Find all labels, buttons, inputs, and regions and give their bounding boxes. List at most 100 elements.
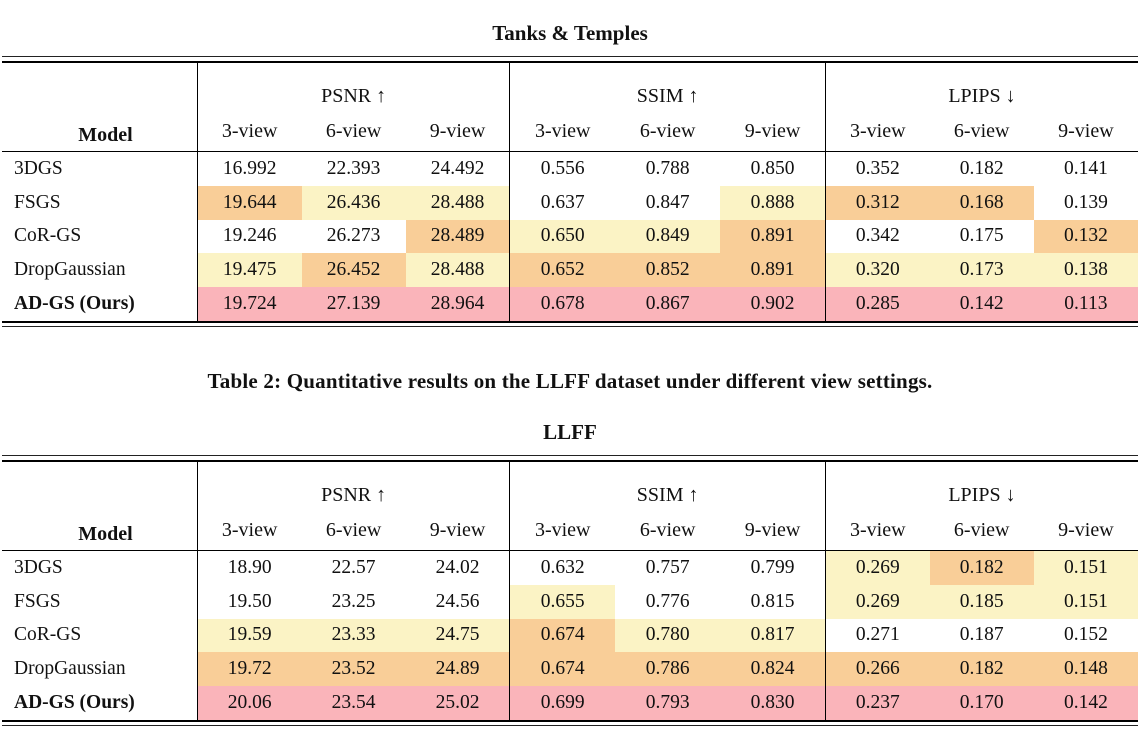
lpips-group-header: LPIPS ↓ (824, 460, 1138, 511)
group-header-row: Model PSNR ↑ SSIM ↑ LPIPS ↓ (2, 62, 1138, 152)
subcol-header: 9-view (720, 510, 826, 551)
table-2-caption: Table 2: Quantitative results on the LLF… (207, 368, 933, 393)
value-cell: 0.902 (720, 287, 826, 322)
subcol-header: 6-view (301, 112, 406, 152)
value-cell: 0.637 (509, 185, 616, 220)
value-cell: 0.312 (824, 185, 930, 220)
table-rules-wrapper: Model PSNR ↑ SSIM ↑ LPIPS ↓ 3-view 6-vie… (2, 56, 1138, 327)
table-llff-section: LLFF Model PSNR ↑ SSIM ↑ LPIPS ↓ 3- (0, 419, 1140, 726)
value-cell: 28.488 (405, 253, 510, 288)
value-cell: 24.56 (435, 590, 480, 612)
table-title-llff: LLFF (543, 419, 597, 444)
value-cell: 0.142 (1033, 686, 1138, 721)
subcol-header: 3-view (509, 510, 616, 551)
value-cell: 0.271 (824, 618, 930, 653)
subcol-header: 9-view (1033, 510, 1138, 551)
value-cell: 0.850 (750, 157, 795, 179)
value-cell: 28.488 (405, 185, 510, 220)
value-cell: 26.452 (301, 253, 406, 288)
table-row: 3DGS 18.90 22.57 24.02 0.632 0.757 0.799 0.269 0… (2, 550, 1138, 585)
subcol-header: 6-view (929, 112, 1034, 152)
value-cell: 0.168 (929, 185, 1034, 220)
table-row: AD-GS (Ours) 20.06 23.54 25.02 0.699 0.793 0.8… (2, 686, 1138, 721)
value-cell: 0.824 (720, 652, 826, 687)
value-cell: 0.817 (720, 618, 826, 653)
value-cell: 0.674 (509, 618, 616, 653)
value-cell: 0.849 (615, 219, 721, 254)
value-cell: 0.674 (509, 652, 616, 687)
subcol-header: 3-view (509, 112, 616, 152)
value-cell: 0.132 (1033, 219, 1138, 254)
subcol-header: 6-view (615, 112, 721, 152)
value-cell: 26.436 (301, 185, 406, 220)
value-cell: 18.90 (196, 550, 302, 585)
value-cell: 0.173 (929, 253, 1034, 288)
value-cell: 19.50 (196, 584, 302, 619)
value-cell: 19.246 (196, 219, 302, 254)
ssim-group-header: SSIM ↑ (509, 460, 826, 511)
value-cell: 0.139 (1063, 191, 1108, 213)
value-cell: 24.02 (435, 556, 480, 578)
value-cell: 22.57 (331, 556, 376, 578)
value-cell: 0.793 (615, 686, 721, 721)
value-cell: 0.320 (824, 253, 930, 288)
value-cell: 0.678 (509, 287, 616, 322)
table-row: CoR-GS 19.246 26.273 28.489 0.650 0.849 0.891 0… (2, 219, 1138, 254)
table-row: DropGaussian 19.475 26.452 28.488 0.652 0.852… (2, 253, 1138, 288)
value-cell: 0.830 (720, 686, 826, 721)
table-tanks-temples-section: Tanks & Temples Model PSNR ↑ SSIM ↑ LPIP… (0, 20, 1140, 327)
value-cell: 0.652 (509, 253, 616, 288)
value-cell: 24.492 (430, 157, 485, 179)
value-cell: 0.170 (929, 686, 1034, 721)
model-cell: CoR-GS (14, 624, 82, 646)
value-cell: 0.776 (645, 590, 690, 612)
value-cell: 23.54 (301, 686, 406, 721)
value-cell: 0.269 (824, 550, 930, 585)
model-cell: DropGaussian (14, 259, 126, 281)
value-cell: 0.237 (824, 686, 930, 721)
value-cell: 0.788 (645, 157, 690, 179)
value-cell: 0.852 (615, 253, 721, 288)
table-rules-wrapper: Model PSNR ↑ SSIM ↑ LPIPS ↓ 3-view 6-vie… (2, 454, 1138, 726)
model-cell: AD-GS (Ours) (14, 293, 135, 315)
model-cell: 3DGS (14, 556, 63, 578)
value-cell: 24.75 (405, 618, 510, 653)
value-cell: 0.182 (959, 157, 1004, 179)
ssim-group-header: SSIM ↑ (509, 62, 826, 112)
subcol-header: 3-view (196, 112, 302, 152)
value-cell: 0.182 (929, 550, 1034, 585)
value-cell: 0.342 (824, 219, 930, 254)
lpips-group-header: LPIPS ↓ (824, 62, 1138, 112)
table-row: FSGS 19.644 26.436 28.488 0.637 0.847 0.888 0.3… (2, 185, 1138, 220)
table-row: FSGS 19.50 23.25 24.56 0.655 0.776 0.815 0.269 0… (2, 584, 1138, 619)
subcol-header: 9-view (720, 112, 826, 152)
value-cell: 0.799 (750, 556, 795, 578)
subcol-header: 6-view (615, 510, 721, 551)
value-cell: 23.52 (301, 652, 406, 687)
value-cell: 0.650 (509, 219, 616, 254)
table-row: DropGaussian 19.72 23.52 24.89 0.674 0.786 0.8… (2, 652, 1138, 687)
value-cell: 0.285 (824, 287, 930, 322)
subcol-header: 3-view (196, 510, 302, 551)
value-cell: 0.182 (929, 652, 1034, 687)
model-column-header: Model (2, 460, 198, 551)
value-cell: 24.89 (405, 652, 510, 687)
value-cell: 25.02 (405, 686, 510, 721)
value-cell: 0.891 (720, 253, 826, 288)
value-cell: 28.489 (405, 219, 510, 254)
value-cell: 0.151 (1033, 584, 1138, 619)
value-cell: 0.113 (1033, 287, 1138, 322)
value-cell: 0.266 (824, 652, 930, 687)
value-cell: 16.992 (196, 151, 302, 186)
table-title-tanks-temples: Tanks & Temples (492, 21, 648, 45)
model-cell: FSGS (14, 590, 61, 612)
value-cell: 0.847 (645, 191, 690, 213)
results-table-llff: Model PSNR ↑ SSIM ↑ LPIPS ↓ 3-view 6-vie… (2, 459, 1138, 722)
value-cell: 0.148 (1033, 652, 1138, 687)
value-cell: 0.141 (1063, 157, 1108, 179)
group-header-row: Model PSNR ↑ SSIM ↑ LPIPS ↓ (2, 460, 1138, 551)
value-cell: 0.780 (615, 618, 721, 653)
value-cell: 0.786 (615, 652, 721, 687)
subcol-header: 6-view (929, 510, 1034, 551)
value-cell: 22.393 (326, 157, 381, 179)
